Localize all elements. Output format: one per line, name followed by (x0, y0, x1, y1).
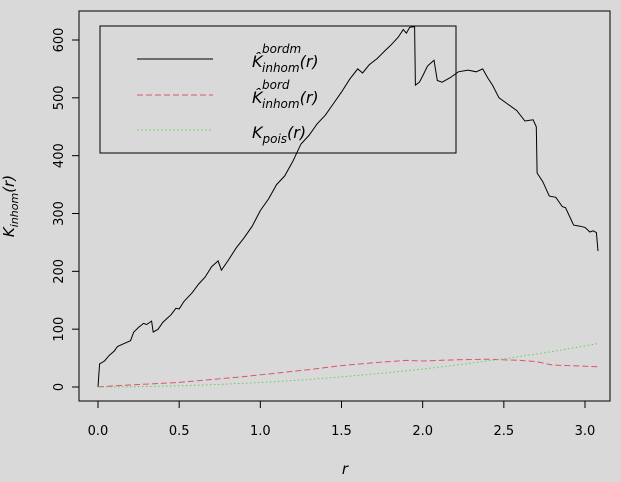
y-tick-label: 200 (52, 259, 67, 284)
series-line-1 (97, 26, 599, 388)
legend-box (99, 25, 457, 154)
x-tick-label: 3.0 (575, 424, 596, 439)
x-axis-label: r (342, 460, 349, 478)
x-tick-label: 2.0 (412, 424, 433, 439)
x-tick-label: 2.5 (493, 424, 514, 439)
series-line-2 (97, 358, 599, 388)
y-tick-label: 500 (52, 85, 67, 110)
series-layer (97, 26, 599, 388)
x-tick-label: 1.0 (250, 424, 271, 439)
y-tick-label: 300 (52, 201, 67, 226)
x-tick-label: 0.0 (88, 424, 109, 439)
y-tick-label: 400 (52, 143, 67, 168)
x-axis: 0.0 0.5 1.0 1.5 2.0 2.5 3.0 (88, 400, 596, 439)
plot-frame (78, 10, 611, 402)
legend: K̂bordm inhom(r)K̂bord inhom(r) Kpois(r) (99, 25, 457, 154)
y-axis: 0 100 200 300 400 500 600 (52, 28, 80, 391)
y-tick-label: 0 (52, 383, 67, 391)
legend-label-2: K̂bord inhom(r) (252, 78, 319, 111)
legend-label-3: Kpois(r) (252, 123, 306, 146)
y-axis-label: Kinhom(r) (0, 175, 21, 237)
series-line-3 (97, 343, 599, 388)
y-tick-label: 600 (52, 28, 67, 53)
x-tick-label: 1.5 (331, 424, 352, 439)
legend-label-1: K̂bordm inhom(r) (252, 42, 319, 75)
x-tick-label: 0.5 (169, 424, 190, 439)
y-tick-label: 100 (52, 317, 67, 342)
